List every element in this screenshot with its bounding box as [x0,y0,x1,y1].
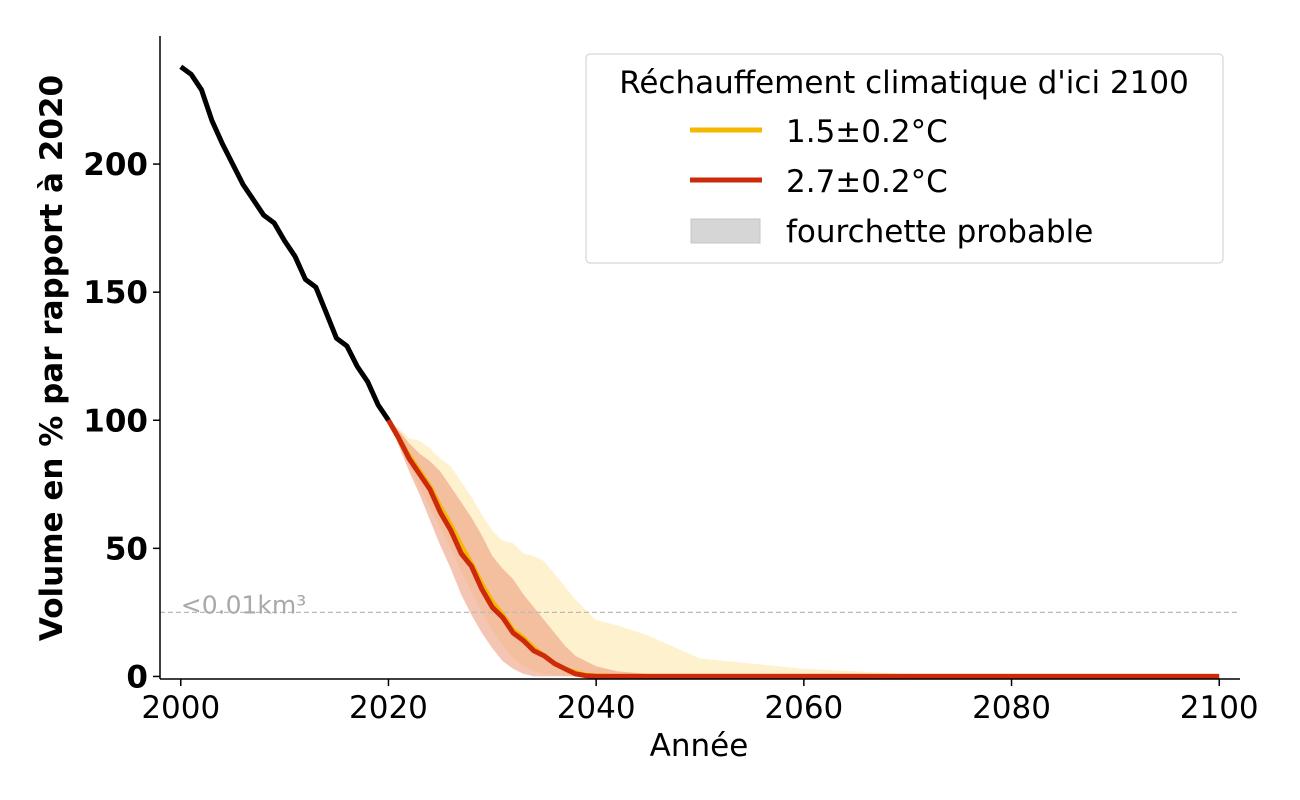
legend-frame [585,53,1224,264]
x-ticks: 2000 2020 2040 2060 2080 2100 [141,679,1259,726]
legend: Réchauffement climatique d'ici 2100 1.5±… [585,53,1224,264]
threshold-label: <0.01km³ [181,590,306,619]
x-tick-label: 2000 [141,690,220,726]
legend-label-2-7: 2.7±0.2°C [786,164,948,200]
uncertainty-bands [388,420,1220,677]
line-historique [179,64,391,422]
y-tick-label: 150 [83,275,148,311]
line-2-7-0-2-C [386,419,1220,679]
x-tick-label: 2080 [972,690,1051,726]
y-tick-label: 0 [126,659,148,695]
x-tick-label: 2100 [1180,690,1259,726]
y-axis-title: Volume en % par rapport à 2020 [34,75,70,641]
y-tick-label: 100 [83,403,148,439]
x-tick-label: 2060 [764,690,843,726]
legend-swatch-range [690,218,761,244]
y-tick-label: 50 [105,531,148,567]
series-lines [179,64,1220,679]
y-ticks: 0 50 100 150 200 [83,147,160,695]
legend-label-1-5: 1.5±0.2°C [786,114,948,150]
x-tick-label: 2040 [557,690,636,726]
legend-label-range: fourchette probable [786,214,1093,250]
x-axis-title: Année [650,728,749,764]
y-tick-label: 200 [83,147,148,183]
x-tick-label: 2020 [349,690,428,726]
legend-title: Réchauffement climatique d'ici 2100 [619,65,1189,101]
axes [159,36,1240,680]
